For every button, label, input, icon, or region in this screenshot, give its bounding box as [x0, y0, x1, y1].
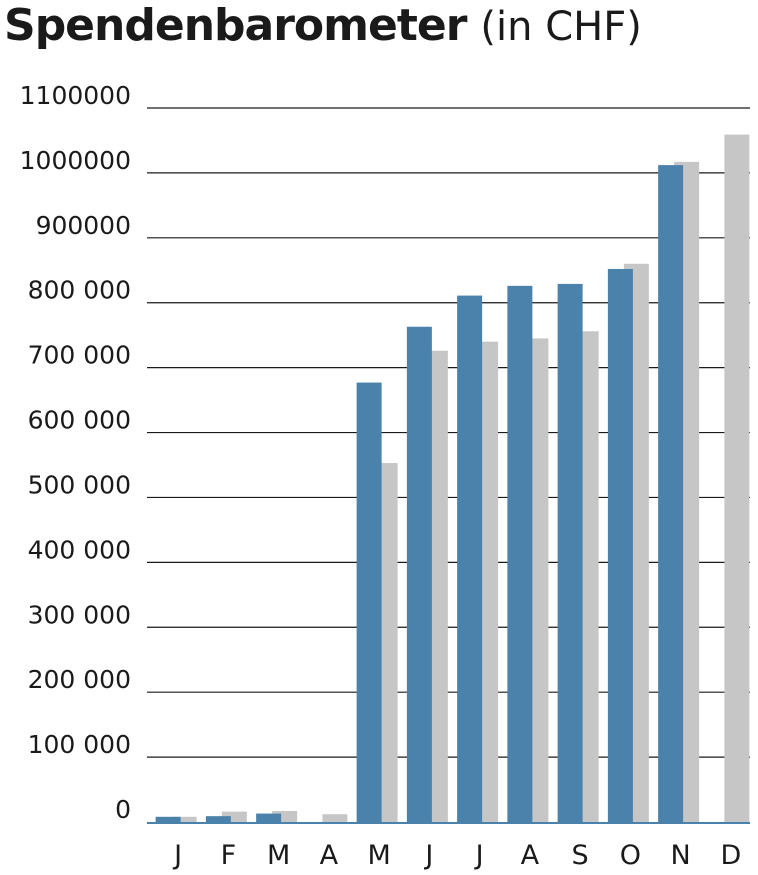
bar-previous — [221, 811, 247, 822]
x-category-label: F — [221, 840, 237, 871]
bars — [155, 134, 750, 823]
y-tick-label: 0 — [115, 795, 131, 824]
bar-previous — [724, 134, 750, 822]
chart-title-main: Spendenbarometer — [4, 0, 467, 51]
x-category-label: O — [620, 840, 641, 871]
y-tick-label: 400 000 — [28, 535, 131, 564]
bar-current — [658, 165, 684, 822]
x-category-label: J — [474, 840, 484, 871]
x-category-label: D — [720, 840, 741, 871]
bar-current — [155, 816, 181, 822]
y-tick-label: 100 000 — [28, 730, 131, 759]
y-tick-label: 1000000 — [20, 146, 131, 175]
chart-title-unit: (in CHF) — [480, 4, 642, 50]
chart-title: Spendenbarometer (in CHF) — [4, 0, 642, 52]
y-tick-label: 300 000 — [28, 600, 131, 629]
y-tick-label: 1100000 — [20, 81, 131, 110]
bar-previous — [272, 810, 298, 822]
x-category-label: J — [423, 840, 433, 871]
x-category-label: N — [671, 840, 691, 871]
y-axis-tick-labels: 0 100 000 200 000 300 000 400 000 500 000 600 … — [20, 81, 131, 824]
x-category-label: A — [320, 840, 339, 871]
bar-current — [205, 816, 231, 822]
bar-current — [557, 283, 583, 822]
y-tick-label: 700 000 — [28, 341, 131, 370]
x-category-label: M — [267, 840, 290, 871]
bar-current — [607, 268, 633, 822]
y-tick-label: 600 000 — [28, 406, 131, 435]
bar-current — [356, 382, 382, 822]
x-category-label: S — [572, 840, 589, 871]
y-tick-label: 200 000 — [28, 665, 131, 694]
bar-current — [507, 285, 533, 822]
bar-previous — [322, 814, 348, 822]
bar-current — [406, 326, 432, 822]
bar-current — [457, 295, 483, 822]
y-tick-label: 800 000 — [28, 276, 131, 305]
y-tick-label: 500 000 — [28, 470, 131, 499]
x-category-label: A — [521, 840, 540, 871]
grid-lines — [147, 107, 750, 758]
y-tick-label: 900000 — [36, 211, 131, 240]
bar-current — [256, 813, 282, 822]
x-category-label: M — [367, 840, 390, 871]
bar-previous — [171, 816, 197, 822]
x-category-label: J — [172, 840, 182, 871]
